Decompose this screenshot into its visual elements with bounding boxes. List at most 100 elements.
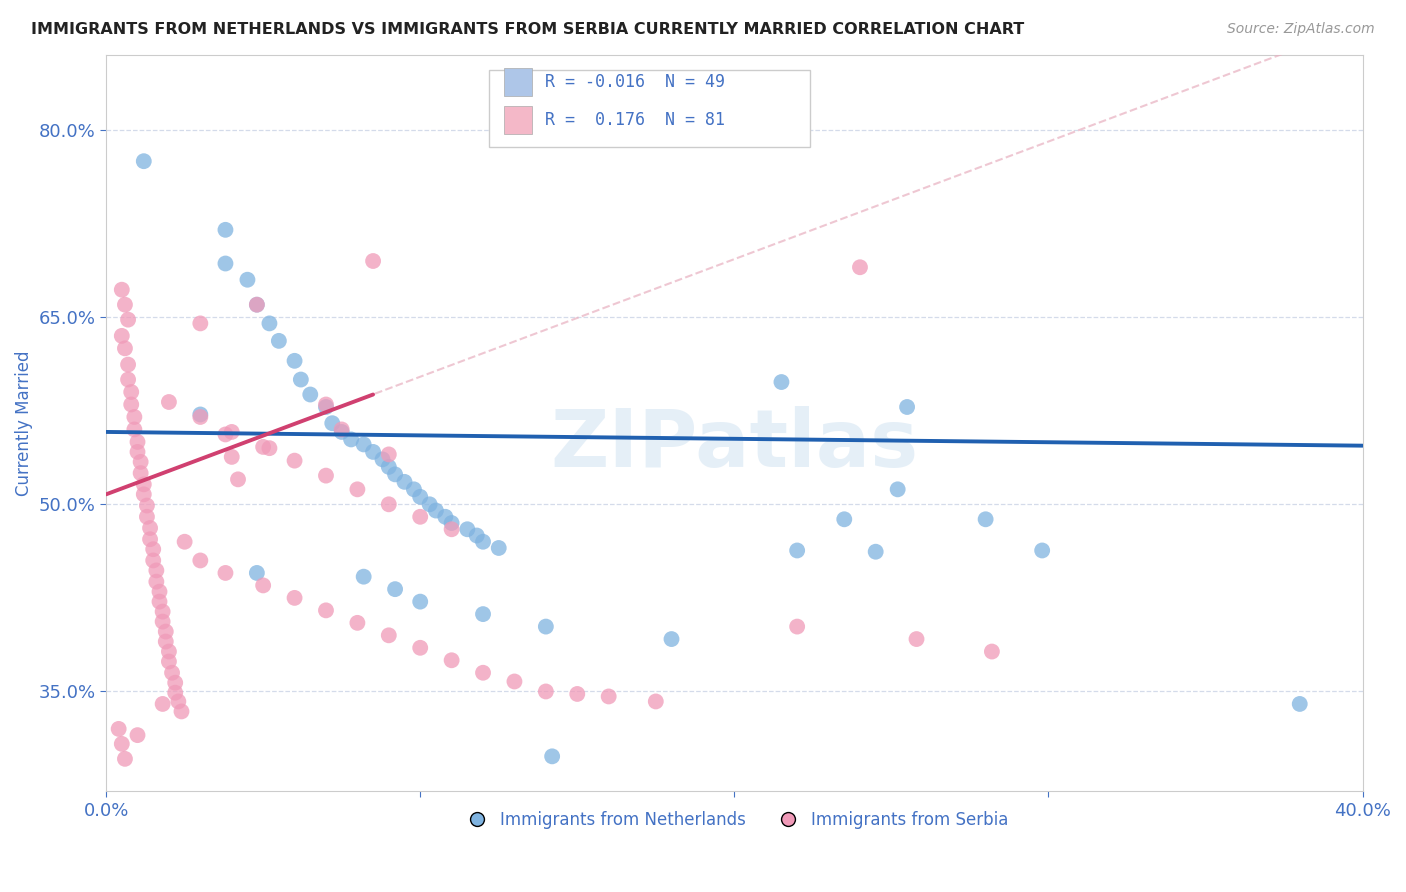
Point bbox=[361, 254, 384, 268]
Text: R =  0.176  N = 81: R = 0.176 N = 81 bbox=[544, 112, 724, 129]
Bar bbox=[505, 68, 531, 95]
Point bbox=[472, 534, 495, 549]
Point bbox=[299, 387, 322, 401]
Point bbox=[974, 512, 997, 526]
Point bbox=[409, 640, 432, 655]
Point bbox=[1031, 543, 1053, 558]
Legend: Immigrants from Netherlands, Immigrants from Serbia: Immigrants from Netherlands, Immigrants … bbox=[454, 805, 1015, 836]
Point bbox=[165, 675, 187, 690]
Point bbox=[124, 409, 146, 424]
Point bbox=[259, 317, 281, 331]
Point bbox=[246, 566, 269, 580]
Point bbox=[107, 722, 129, 736]
Point bbox=[419, 497, 441, 511]
Point bbox=[114, 752, 136, 766]
Point bbox=[644, 694, 666, 708]
Point bbox=[117, 312, 139, 326]
Point bbox=[440, 516, 463, 530]
Point bbox=[786, 543, 808, 558]
Point bbox=[226, 472, 249, 486]
Point bbox=[221, 450, 243, 464]
Point bbox=[315, 400, 337, 414]
Point bbox=[157, 395, 180, 409]
Point bbox=[346, 483, 368, 497]
Point bbox=[865, 545, 887, 559]
Point bbox=[214, 427, 236, 442]
Point bbox=[142, 542, 165, 557]
Y-axis label: Currently Married: Currently Married bbox=[15, 351, 32, 496]
Point bbox=[111, 737, 134, 751]
Text: IMMIGRANTS FROM NETHERLANDS VS IMMIGRANTS FROM SERBIA CURRENTLY MARRIED CORRELAT: IMMIGRANTS FROM NETHERLANDS VS IMMIGRANT… bbox=[31, 22, 1024, 37]
Point bbox=[409, 509, 432, 524]
Point bbox=[353, 437, 375, 451]
Point bbox=[378, 497, 401, 511]
Point bbox=[786, 619, 808, 633]
Point bbox=[246, 298, 269, 312]
Point bbox=[472, 607, 495, 621]
Point bbox=[378, 447, 401, 461]
Point bbox=[252, 440, 274, 454]
Point bbox=[384, 582, 406, 596]
Point bbox=[434, 509, 457, 524]
Point bbox=[139, 533, 162, 547]
Point bbox=[188, 317, 211, 331]
Point bbox=[132, 154, 155, 169]
Point bbox=[567, 687, 589, 701]
Point bbox=[1288, 697, 1310, 711]
Point bbox=[321, 416, 343, 430]
Point bbox=[425, 503, 447, 517]
Point bbox=[136, 499, 159, 513]
Point bbox=[157, 655, 180, 669]
Point bbox=[534, 619, 557, 633]
Point bbox=[246, 298, 269, 312]
Point bbox=[330, 422, 353, 436]
Point bbox=[127, 728, 149, 742]
Text: Source: ZipAtlas.com: Source: ZipAtlas.com bbox=[1227, 22, 1375, 37]
Point bbox=[259, 441, 281, 455]
Point bbox=[132, 477, 155, 491]
Point bbox=[409, 594, 432, 608]
Point bbox=[330, 425, 353, 439]
Point bbox=[214, 566, 236, 580]
Point bbox=[346, 615, 368, 630]
Point bbox=[142, 553, 165, 567]
Point bbox=[148, 594, 170, 608]
Point bbox=[214, 223, 236, 237]
Bar bbox=[505, 106, 531, 135]
Point bbox=[534, 684, 557, 698]
Point bbox=[173, 534, 195, 549]
Point bbox=[129, 466, 152, 480]
Point bbox=[770, 375, 793, 389]
Point bbox=[155, 634, 177, 648]
Point bbox=[384, 467, 406, 482]
Point bbox=[353, 569, 375, 583]
Point bbox=[378, 628, 401, 642]
Point bbox=[290, 372, 312, 386]
Point bbox=[886, 483, 908, 497]
Point bbox=[145, 574, 167, 589]
Point bbox=[170, 705, 193, 719]
Point bbox=[284, 453, 307, 467]
Point bbox=[214, 256, 236, 270]
Point bbox=[340, 433, 363, 447]
Point bbox=[905, 632, 928, 646]
Point bbox=[127, 445, 149, 459]
Point bbox=[315, 397, 337, 411]
Point bbox=[152, 697, 174, 711]
Point bbox=[394, 475, 416, 489]
Point bbox=[378, 459, 401, 474]
Point bbox=[111, 283, 134, 297]
Point bbox=[315, 468, 337, 483]
Point bbox=[284, 354, 307, 368]
Point bbox=[152, 615, 174, 629]
Point bbox=[252, 578, 274, 592]
Point bbox=[136, 509, 159, 524]
Text: R = -0.016  N = 49: R = -0.016 N = 49 bbox=[544, 73, 724, 91]
Point bbox=[488, 541, 510, 555]
Point bbox=[120, 384, 142, 399]
Point bbox=[145, 564, 167, 578]
Text: ZIPatlas: ZIPatlas bbox=[550, 406, 918, 484]
Point bbox=[371, 452, 394, 467]
Point bbox=[117, 358, 139, 372]
Point bbox=[402, 483, 425, 497]
